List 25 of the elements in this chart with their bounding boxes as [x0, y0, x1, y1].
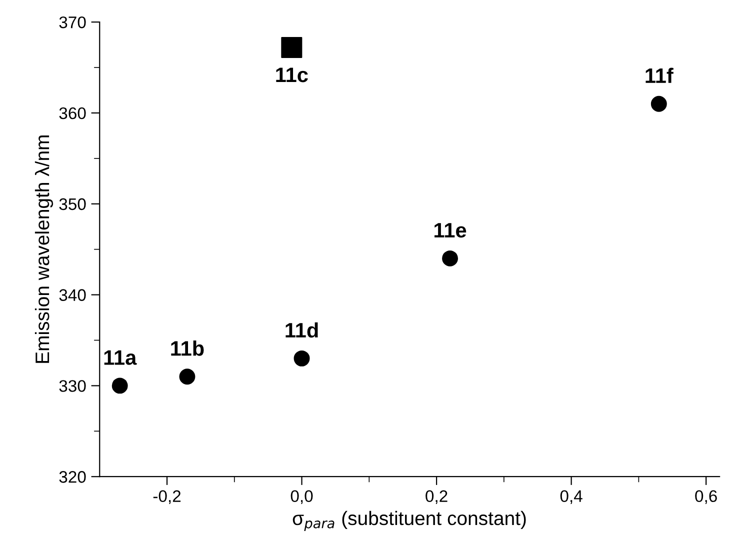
y-tick-label: 320: [59, 471, 86, 483]
y-tick-label: 330: [59, 380, 86, 392]
point: [112, 378, 128, 394]
annotation: 11a: [104, 350, 137, 365]
y-tick-label: 350: [59, 198, 86, 210]
point: [294, 350, 310, 366]
y-tick-label: 340: [59, 289, 86, 301]
annotation: 11d: [286, 322, 318, 338]
point: [281, 36, 302, 58]
annotation: 11e: [434, 223, 466, 238]
x-axis-title: σ$_{para}$ (substituent constant): [292, 510, 526, 532]
y-axis-title: Emission wavelength λ/nm: [34, 136, 54, 363]
point: [650, 96, 667, 112]
y-tick-label: 360: [59, 107, 86, 120]
annotation: 11b: [171, 340, 204, 356]
x-tick-label: 0,2: [426, 490, 448, 504]
x-tick-label: 0,6: [695, 490, 717, 504]
annotation: 11c: [276, 68, 308, 82]
point: [442, 250, 458, 266]
y-tick-label: 370: [59, 16, 86, 28]
x-tick-label: 0,4: [560, 490, 582, 504]
x-tick-label: -0,2: [153, 490, 181, 504]
point: [179, 368, 196, 385]
x-tick-label: 0,0: [290, 490, 313, 504]
annotation: 11f: [646, 68, 674, 83]
